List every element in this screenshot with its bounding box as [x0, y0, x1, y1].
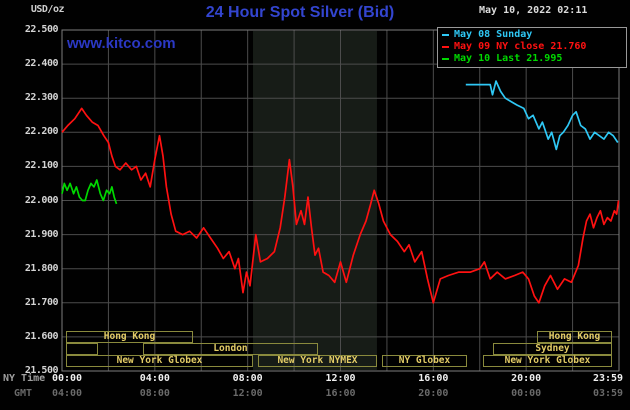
session-box-new-york-globex: New York Globex — [483, 355, 612, 367]
y-tick-label: 22.200 — [24, 126, 59, 138]
session-label: Hong Kong — [548, 331, 601, 342]
session-label: New York NYMEX — [277, 355, 358, 366]
session-box-unlabeled — [66, 343, 98, 355]
plot-border — [61, 29, 620, 372]
gmt-tick-label: 08:00 — [139, 388, 170, 399]
session-label: NY Globex — [398, 355, 451, 366]
y-tick-label: 21.500 — [24, 365, 59, 376]
ny-time-tick-label: 16:00 — [418, 373, 449, 384]
gmt-tick-label: 16:00 — [325, 388, 356, 399]
ny-time-tick-label: 08:00 — [232, 373, 263, 384]
ny-time-tick-label: 20:00 — [511, 373, 542, 384]
y-tick-label: 22.000 — [24, 194, 59, 206]
session-box-hong-kong: Hong Kong — [537, 331, 612, 343]
legend-label: May 10 Last 21.995 — [454, 53, 563, 64]
gmt-tick-label: 04:00 — [51, 388, 83, 399]
y-tick-label: 22.400 — [24, 58, 59, 70]
session-box-hong-kong: Hong Kong — [66, 331, 193, 343]
legend-label: May 09 NY close 21.760 — [454, 41, 587, 52]
y-tick-label: 21.600 — [24, 330, 59, 342]
gmt-tick-label: 12:00 — [232, 388, 263, 399]
gmt-tick-label: 20:00 — [418, 388, 449, 399]
y-tick-label: 21.700 — [24, 296, 59, 308]
ny-time-axis-label: NY Time — [3, 373, 46, 384]
chart-title: 24 Hour Spot Silver (Bid) — [205, 4, 395, 21]
ny-time-tick-label: 12:00 — [325, 373, 356, 384]
price-line-series-0 — [465, 80, 619, 151]
session-box-ny-globex: NY Globex — [382, 355, 467, 367]
y-tick-label: 22.500 — [24, 24, 59, 35]
session-label: New York Globex — [116, 355, 203, 366]
y-tick-label: 22.300 — [24, 92, 59, 104]
session-box-new-york-globex: New York Globex — [66, 355, 253, 367]
session-box-new-york-nymex: New York NYMEX — [258, 355, 377, 367]
price-line-series-1 — [61, 107, 620, 304]
session-box-london: London — [143, 343, 318, 355]
session-label: Hong Kong — [103, 331, 156, 342]
legend-item: May 08 Sunday — [442, 29, 626, 41]
ny-time-tick-label: 00:00 — [51, 373, 83, 384]
price-line-series-2 — [61, 179, 118, 205]
legend-line-swatch-icon — [442, 34, 449, 36]
y-axis-units-label: USD/oz — [30, 4, 65, 15]
gmt-tick-label: 00:00 — [511, 388, 542, 399]
legend-item: May 09 NY close 21.760 — [442, 41, 626, 53]
session-label: London — [213, 343, 248, 354]
session-label: New York Globex — [504, 355, 591, 366]
gmt-axis-label: GMT — [14, 388, 33, 399]
y-tick-label: 21.800 — [24, 262, 59, 274]
legend-line-swatch-icon — [442, 46, 449, 48]
chart-legend: May 08 Sunday May 09 NY close 21.760 May 1… — [437, 27, 627, 68]
kitco-watermark: www.kitco.com — [67, 35, 176, 52]
y-tick-label: 22.100 — [24, 160, 59, 172]
chart-timestamp: May 10, 2022 02:11 — [479, 5, 588, 16]
ny-time-tick-label: 04:00 — [139, 373, 170, 384]
gmt-tick-label: 03:59 — [592, 388, 624, 399]
session-box-sydney: Sydney — [493, 343, 612, 355]
legend-label: May 08 Sunday — [454, 29, 533, 40]
ny-time-tick-label: 23:59 — [592, 373, 624, 384]
legend-line-swatch-icon — [442, 58, 449, 60]
y-tick-label: 21.900 — [24, 228, 59, 240]
session-label: Sydney — [535, 343, 570, 354]
legend-item: May 10 Last 21.995 — [442, 53, 626, 65]
